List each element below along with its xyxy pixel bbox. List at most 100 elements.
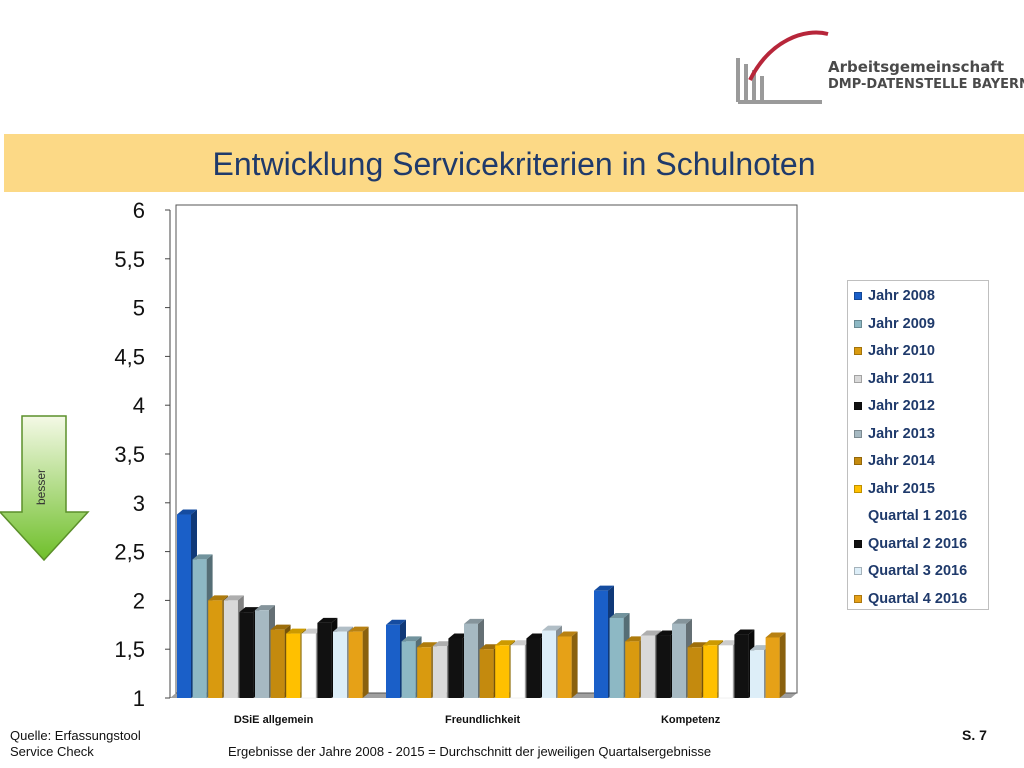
legend-label: Quartal 4 2016 xyxy=(868,590,968,607)
bar-face xyxy=(609,617,624,698)
legend-label: Jahr 2014 xyxy=(868,453,935,469)
bar-top xyxy=(333,626,353,632)
bar-face xyxy=(464,623,478,698)
y-tick-label: 6 xyxy=(133,198,145,223)
legend-item: Jahr 2012 xyxy=(854,397,935,415)
bar-face xyxy=(255,610,269,698)
x-tick-label: Freundlichkeit xyxy=(445,714,521,726)
legend-label: Jahr 2008 xyxy=(868,288,935,304)
x-tick-label: DSiE allgemein xyxy=(234,714,314,726)
bar-top xyxy=(301,628,322,634)
bar-top xyxy=(223,595,244,601)
bar-face xyxy=(687,647,702,698)
bar-face xyxy=(333,631,347,698)
bar-top xyxy=(656,630,677,636)
bar xyxy=(348,626,369,698)
legend-item: Jahr 2013 xyxy=(854,425,935,443)
bar-top xyxy=(417,642,438,648)
legend-label: Jahr 2010 xyxy=(868,343,935,359)
bar-face xyxy=(672,623,686,698)
legend-swatch xyxy=(854,457,862,465)
bar-top xyxy=(401,636,422,642)
logo: Arbeitsgemeinschaft DMP-DATENSTELLE BAYE… xyxy=(730,20,1024,115)
y-tick-label: 3 xyxy=(133,491,145,516)
logo-text-line2: DMP-DATENSTELLE BAYERN xyxy=(828,77,1024,92)
arrow-label: besser xyxy=(33,460,63,520)
page-number: S. 7 xyxy=(962,727,987,743)
plot-area xyxy=(175,204,798,694)
y-tick-label: 2 xyxy=(133,588,145,613)
legend-item: Quartal 3 2016 xyxy=(854,562,967,580)
bar-face xyxy=(594,590,608,698)
bar-top xyxy=(495,640,516,646)
bar-face xyxy=(223,600,238,698)
bar-top xyxy=(609,612,630,618)
bar-face xyxy=(557,636,572,698)
legend-item: Jahr 2009 xyxy=(854,315,935,333)
legend-label: Quartal 3 2016 xyxy=(868,563,968,579)
bar-face xyxy=(301,633,317,699)
bar-top xyxy=(386,619,406,625)
bar-top xyxy=(432,641,453,647)
bar-face xyxy=(317,622,332,698)
bar-face xyxy=(479,649,494,698)
bar-top xyxy=(255,605,275,611)
y-tick-label: 5,5 xyxy=(114,247,145,272)
y-tick-label: 5 xyxy=(133,296,145,321)
legend-swatch xyxy=(854,402,862,410)
legend-label: Quartal 1 2016 xyxy=(868,508,968,524)
bar-face xyxy=(718,645,734,699)
bar-top xyxy=(448,633,469,639)
legend-swatch xyxy=(854,292,862,300)
bar-top xyxy=(286,628,307,634)
legend-swatch xyxy=(854,429,862,438)
bar-face xyxy=(765,637,780,698)
bar-top xyxy=(640,630,661,636)
bar-face xyxy=(703,645,718,698)
footer-source-line2: Service Check xyxy=(10,744,94,759)
bar-face xyxy=(625,641,640,698)
bar-face xyxy=(495,645,510,698)
down-arrow-icon xyxy=(0,415,90,562)
bar-top xyxy=(542,625,562,631)
y-tick-label: 1,5 xyxy=(114,637,145,662)
footer-source-line1: Quelle: Erfassungstool xyxy=(10,728,141,743)
bar-face xyxy=(401,641,416,698)
title-banner: Entwicklung Servicekriterien in Schulnot… xyxy=(4,134,1024,192)
bar-face xyxy=(734,634,749,698)
bar-face xyxy=(510,645,526,699)
legend-swatch xyxy=(854,567,862,575)
bar-face xyxy=(542,630,556,698)
bar-face xyxy=(448,638,463,698)
logo-swoosh-icon xyxy=(736,30,829,104)
page-title: Entwicklung Servicekriterien in Schulnot… xyxy=(212,146,816,182)
legend-item: Quartal 1 2016 xyxy=(854,507,967,525)
bar-top xyxy=(594,585,614,591)
bar-face xyxy=(526,638,541,698)
bar-face xyxy=(270,629,285,698)
bar-top xyxy=(479,644,500,650)
bar-top xyxy=(718,640,739,646)
bar-face xyxy=(177,514,191,698)
bar-top xyxy=(765,632,786,638)
footer-note: Ergebnisse der Jahre 2008 - 2015 = Durch… xyxy=(228,744,712,759)
bar-top xyxy=(177,509,197,515)
bar-top xyxy=(192,554,213,560)
legend-label: Jahr 2015 xyxy=(868,480,935,497)
bar-top xyxy=(464,618,484,624)
legend-swatch xyxy=(854,512,862,520)
bar-side xyxy=(571,631,578,698)
bar-top xyxy=(526,633,547,639)
legend-item: Jahr 2011 xyxy=(854,370,934,388)
bar-top xyxy=(734,629,755,635)
bar-top xyxy=(625,636,646,642)
bar-face xyxy=(656,635,671,698)
bar-side xyxy=(779,632,786,698)
bar-top xyxy=(557,631,578,637)
bar-top xyxy=(239,607,260,613)
legend-swatch xyxy=(854,539,862,548)
bar-face xyxy=(239,612,254,698)
bar-side xyxy=(362,626,369,698)
bar-top xyxy=(317,617,338,623)
legend-label: Jahr 2009 xyxy=(868,315,935,332)
